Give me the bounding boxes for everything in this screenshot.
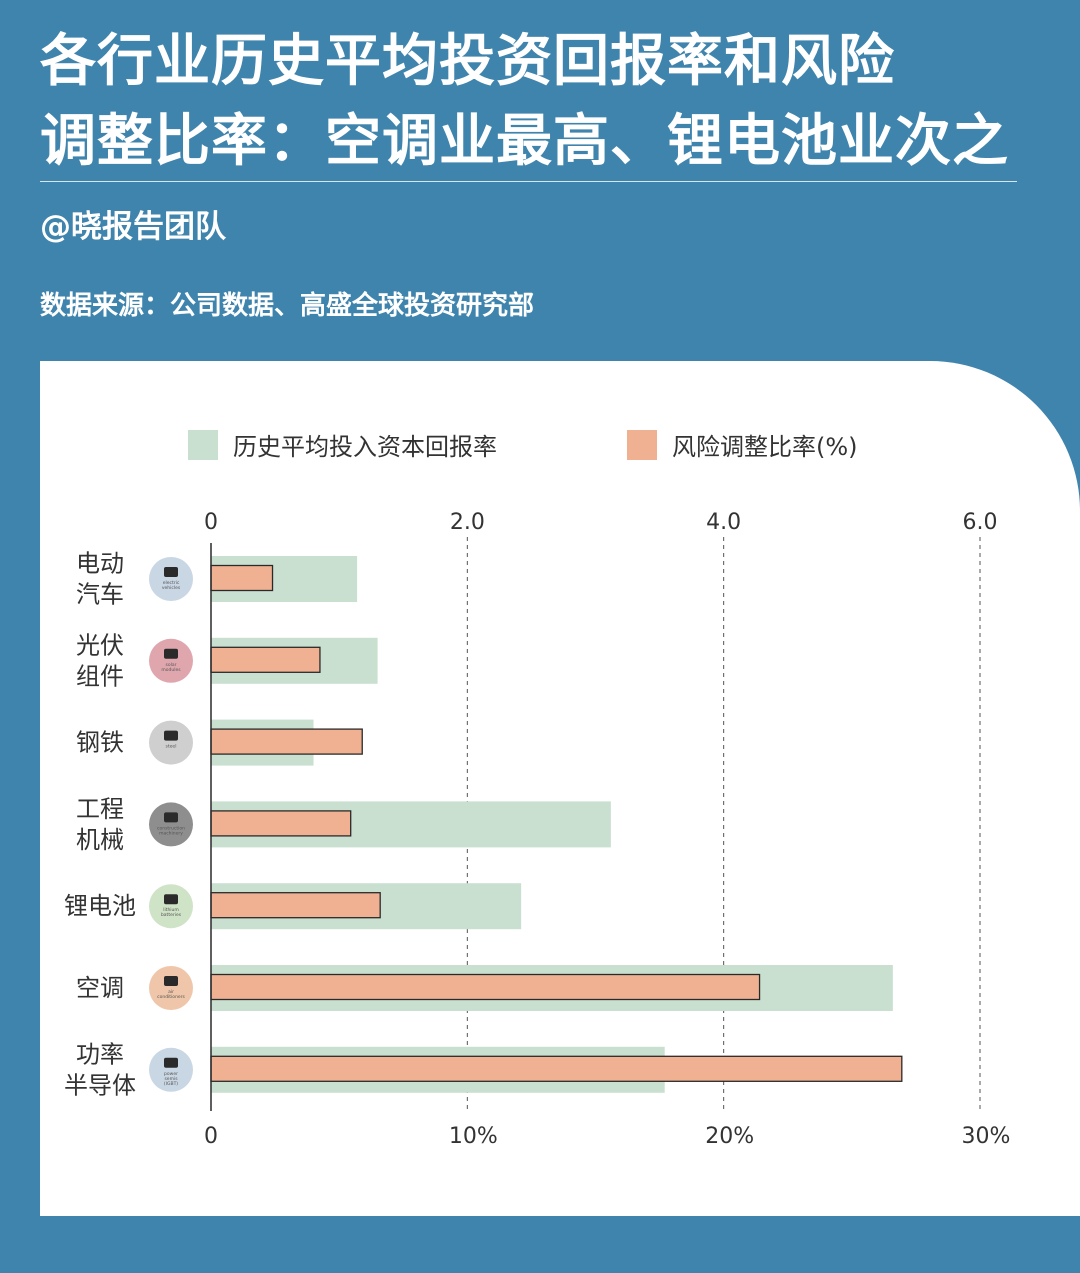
- legend-label-1: 历史平均投入资本回报率: [233, 433, 497, 461]
- icon-glyph: [164, 812, 178, 823]
- icon-caption: power: [164, 1071, 178, 1077]
- icon-caption: modules: [161, 667, 181, 673]
- icon-caption: solar: [166, 662, 177, 668]
- icon-caption: steel: [166, 744, 177, 750]
- icon-glyph: [164, 648, 178, 659]
- icon-circle: [149, 966, 193, 1010]
- category-label: 组件: [76, 662, 124, 690]
- risk-adjusted-bar: [210, 892, 381, 919]
- risk-adjusted-bar: [210, 728, 363, 755]
- icon-circle: [149, 638, 193, 683]
- icon-caption: semis: [164, 1076, 178, 1082]
- legend-swatch-1: [188, 430, 218, 460]
- bar-chart: 历史平均投入资本回报率 风险调整比率(%) 0 2.0 4.0 6.0 0 10% 20% 30%…: [64, 430, 1011, 1149]
- icon-caption: batteries: [161, 912, 182, 918]
- icon-caption: vehicles: [162, 585, 181, 591]
- icon-glyph: [164, 976, 178, 986]
- icon-caption: (IGBT): [164, 1081, 178, 1087]
- icon-glyph: [164, 1057, 178, 1068]
- category-label: 锂电池: [64, 892, 136, 920]
- bottom-tick-label-3: 30%: [962, 1124, 1011, 1149]
- category-label: 电动: [76, 550, 124, 578]
- title-line-2: 调整比率：空调业最高、锂电池业次之: [40, 109, 1009, 174]
- top-tick-label-1: 2.0: [450, 510, 485, 535]
- legend-swatch-2: [627, 430, 657, 460]
- category-label: 空调: [76, 974, 124, 1002]
- risk-adjusted-bar: [210, 564, 274, 592]
- top-tick-label-3: 6.0: [963, 510, 998, 535]
- risk-adjusted-bar: [210, 810, 352, 837]
- bottom-tick-label-1: 10%: [449, 1124, 498, 1149]
- category-label: 汽车: [76, 581, 124, 609]
- bottom-tick-label-0: 0: [204, 1124, 218, 1149]
- icon-caption: air: [168, 989, 174, 995]
- category-label: 光伏: [76, 631, 124, 659]
- category-label: 功率: [76, 1040, 124, 1068]
- bottom-tick-label-2: 20%: [705, 1124, 754, 1149]
- category-label: 钢铁: [76, 729, 124, 757]
- chart-title: 各行业历史平均投资回报率和风险 调整比率：空调业最高、锂电池业次之: [40, 22, 1040, 182]
- category-label: 机械: [76, 826, 124, 854]
- legend-label-2: 风险调整比率(%): [672, 433, 858, 461]
- icon-circle: [149, 1047, 193, 1092]
- title-line-1: 各行业历史平均投资回报率和风险: [40, 29, 895, 94]
- icon-caption: electric: [163, 580, 180, 586]
- steel-ingot-icon: steel: [149, 720, 193, 765]
- icon-glyph: [164, 894, 178, 905]
- top-tick-label-0: 0: [204, 510, 218, 535]
- top-tick-label-2: 4.0: [706, 510, 741, 535]
- risk-adjusted-bar: [210, 1055, 903, 1082]
- icon-caption: construction: [157, 825, 185, 831]
- data-source: 数据来源：公司数据、高盛全球投资研究部: [40, 291, 535, 321]
- risk-adjusted-bar: [210, 646, 321, 673]
- chart-card: 历史平均投入资本回报率 风险调整比率(%) 0 2.0 4.0 6.0 0 10% 20% 30%…: [40, 361, 1080, 1216]
- icon-caption: lithium: [163, 907, 179, 913]
- icon-glyph: [164, 567, 178, 577]
- author-credit: @晓报告团队: [40, 209, 226, 245]
- category-label: 工程: [76, 795, 124, 823]
- icon-circle: [149, 557, 193, 601]
- icon-glyph: [164, 730, 178, 741]
- title-divider: [40, 181, 1017, 182]
- icon-circle: [149, 802, 193, 847]
- category-label: 半导体: [64, 1071, 136, 1099]
- icon-caption: conditioners: [157, 994, 185, 1000]
- risk-adjusted-bar: [210, 973, 761, 1001]
- icon-caption: machinery: [159, 830, 183, 836]
- icon-circle: [149, 884, 193, 929]
- icon-circle: [149, 720, 193, 765]
